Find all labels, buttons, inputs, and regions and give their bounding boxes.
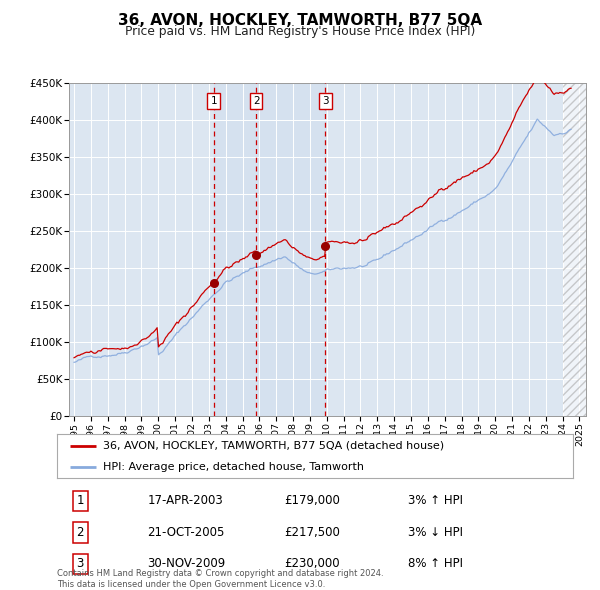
Bar (563, 83, 586, 416)
Text: 21-OCT-2005: 21-OCT-2005 (148, 526, 224, 539)
Text: Contains HM Land Registry data © Crown copyright and database right 2024.
This d: Contains HM Land Registry data © Crown c… (57, 569, 383, 589)
Text: HPI: Average price, detached house, Tamworth: HPI: Average price, detached house, Tamw… (103, 462, 364, 472)
Text: 3% ↓ HPI: 3% ↓ HPI (408, 526, 463, 539)
Text: 3: 3 (77, 558, 84, 571)
Text: £230,000: £230,000 (284, 558, 340, 571)
Text: £217,500: £217,500 (284, 526, 340, 539)
Text: 1: 1 (76, 494, 84, 507)
Text: 3% ↑ HPI: 3% ↑ HPI (408, 494, 463, 507)
Text: 36, AVON, HOCKLEY, TAMWORTH, B77 5QA (detached house): 36, AVON, HOCKLEY, TAMWORTH, B77 5QA (de… (103, 441, 445, 451)
Bar (214, 83, 325, 416)
Text: 2: 2 (76, 526, 84, 539)
Text: 3: 3 (322, 96, 329, 106)
Text: 2: 2 (253, 96, 259, 106)
Text: Price paid vs. HM Land Registry's House Price Index (HPI): Price paid vs. HM Land Registry's House … (125, 25, 475, 38)
Text: 36, AVON, HOCKLEY, TAMWORTH, B77 5QA: 36, AVON, HOCKLEY, TAMWORTH, B77 5QA (118, 13, 482, 28)
Text: 8% ↑ HPI: 8% ↑ HPI (408, 558, 463, 571)
Text: 30-NOV-2009: 30-NOV-2009 (148, 558, 226, 571)
Bar (563, 83, 586, 416)
Text: 1: 1 (211, 96, 217, 106)
Text: £179,000: £179,000 (284, 494, 340, 507)
Text: 17-APR-2003: 17-APR-2003 (148, 494, 223, 507)
